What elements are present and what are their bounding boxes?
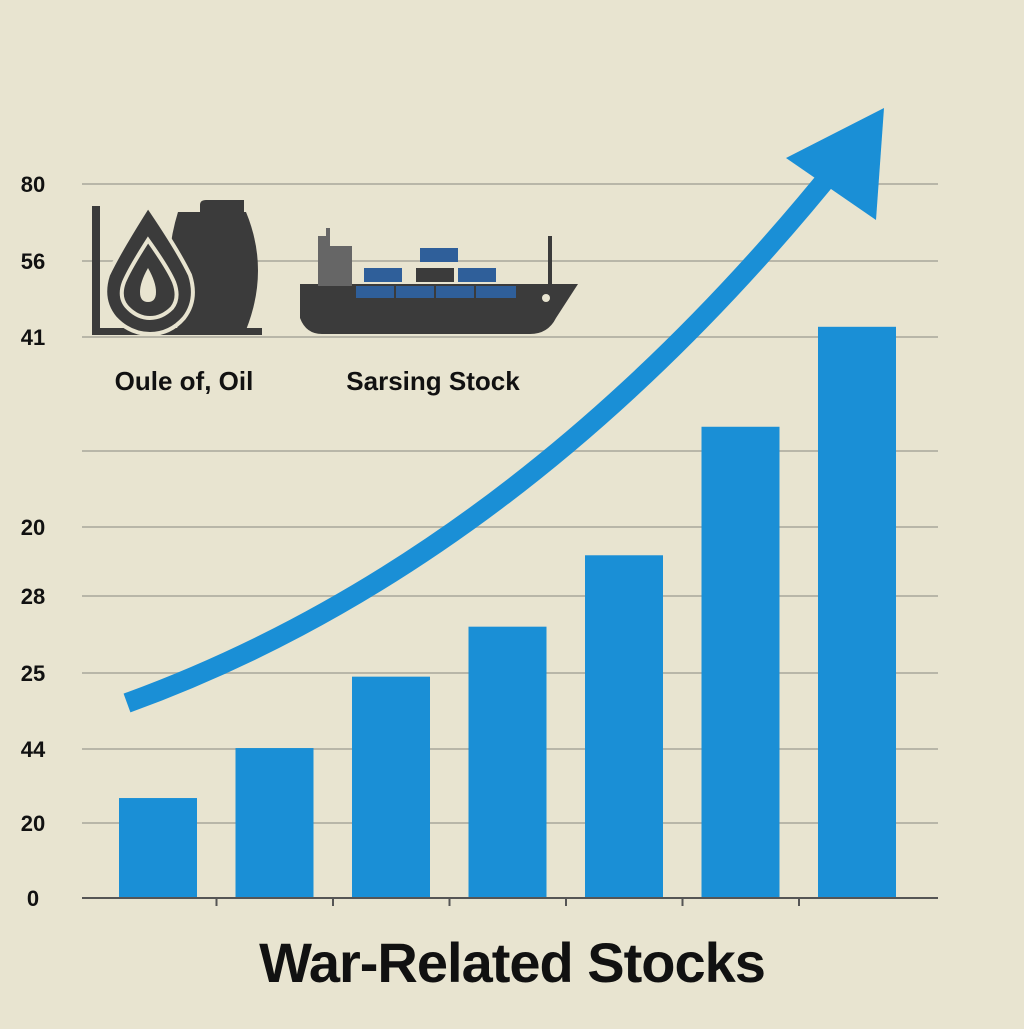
x-axis-ticks	[215, 898, 800, 906]
bar	[585, 555, 663, 898]
y-tick-label: 41	[21, 325, 45, 350]
y-tick-label: 80	[21, 172, 45, 197]
y-tick-label: 25	[21, 661, 45, 686]
ship-icon-caption: Sarsing Stock	[346, 366, 520, 396]
bar	[818, 326, 896, 898]
y-axis-ticks: 0 20 44 25 28 20 41 56 80	[21, 172, 46, 911]
chart-title: War-Related Stocks	[259, 931, 766, 994]
trend-arrow	[123, 108, 884, 713]
bar	[701, 426, 780, 898]
y-tick-label: 44	[21, 737, 46, 762]
bars	[119, 326, 896, 898]
oil-icon-caption: Oule of, Oil	[115, 366, 254, 396]
bar	[235, 748, 314, 898]
y-tick-label: 20	[21, 811, 45, 836]
y-tick-label: 56	[21, 249, 45, 274]
y-tick-label: 20	[21, 515, 45, 540]
bar	[119, 798, 197, 898]
y-tick-label: 0	[27, 886, 39, 911]
oil-drum-icon	[92, 200, 262, 337]
cargo-ship-icon	[300, 228, 578, 334]
bar	[352, 676, 430, 898]
y-tick-label: 28	[21, 584, 45, 609]
bar	[468, 626, 547, 898]
